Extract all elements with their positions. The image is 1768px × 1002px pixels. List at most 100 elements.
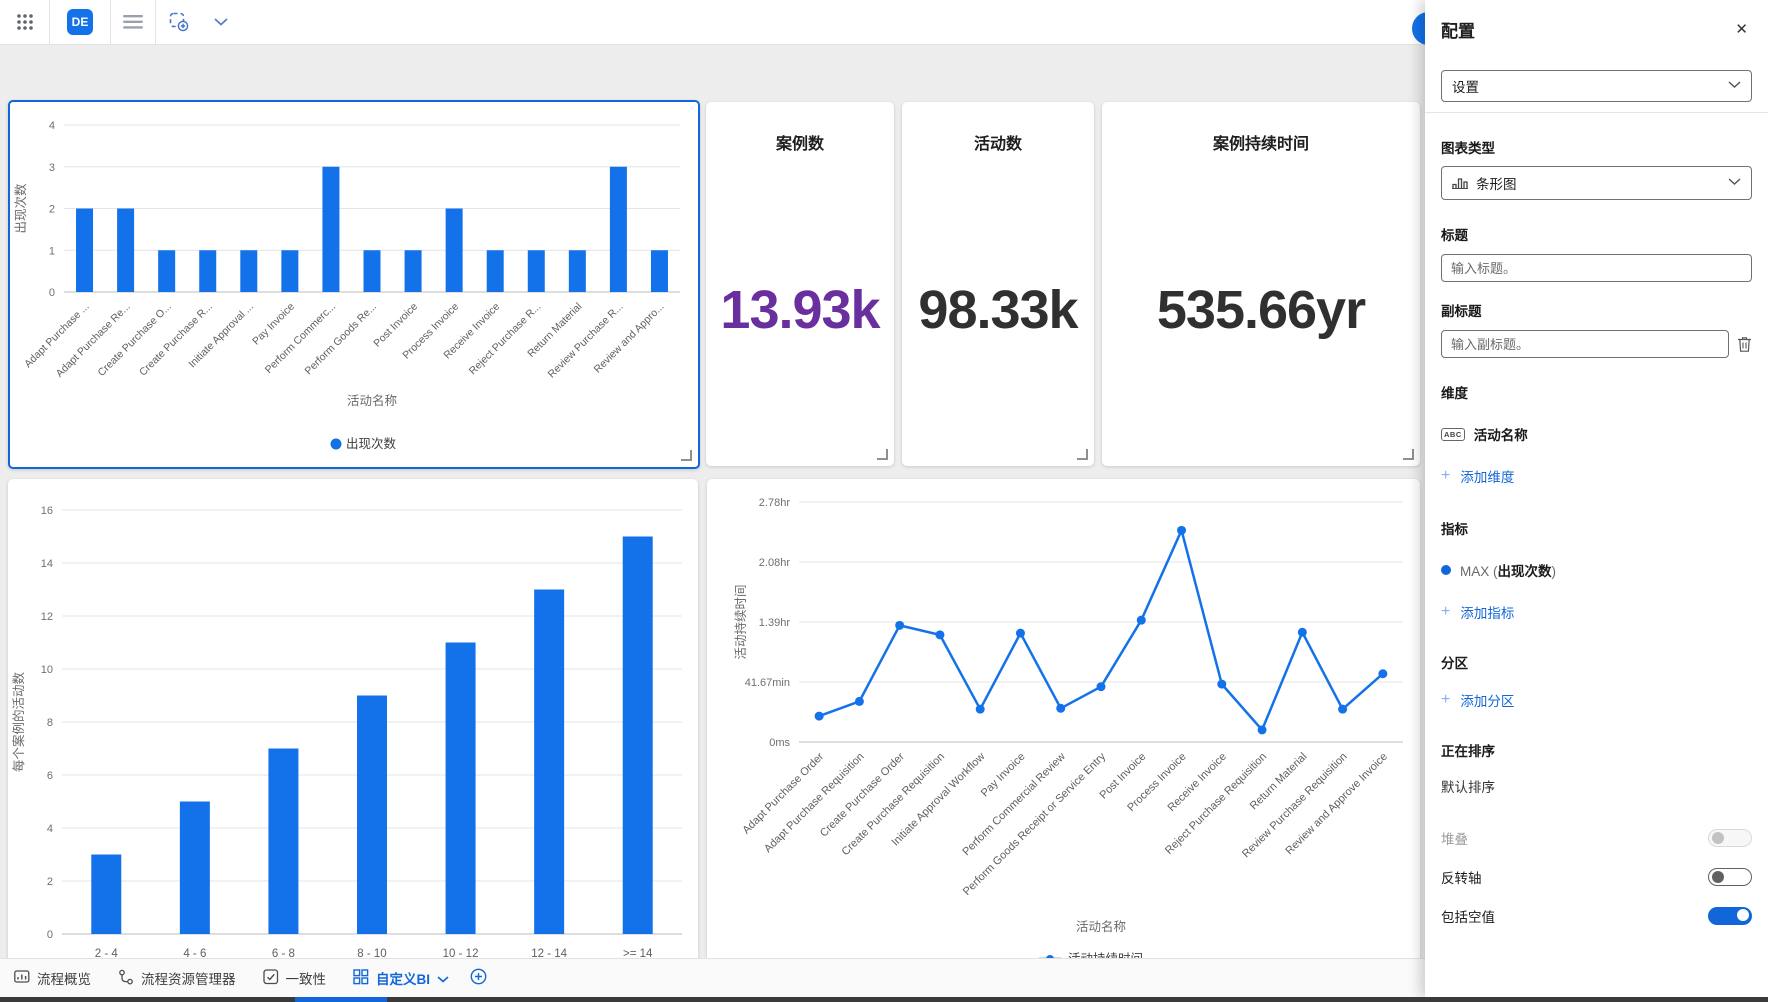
menu-button[interactable]: [111, 0, 155, 44]
chevron-down-icon: [1728, 177, 1741, 189]
bar-chart-card-occurrences[interactable]: 0 1 2 3 4 Adapt Purchase ... Adapt Purchase Re…: [8, 100, 700, 469]
svg-text:41.67min: 41.67min: [745, 677, 790, 689]
trash-icon[interactable]: [1737, 336, 1752, 353]
metric-suffix: ): [1551, 564, 1557, 579]
metric-item[interactable]: MAX (出现次数): [1441, 560, 1752, 580]
chart-type-select[interactable]: 条形图: [1441, 166, 1752, 200]
stacked-toggle[interactable]: [1708, 829, 1752, 847]
plus-icon: +: [1441, 691, 1451, 708]
resize-handle-icon[interactable]: [1403, 449, 1414, 460]
toggle-label: 包括空值: [1441, 910, 1495, 925]
toggle-knob: [1712, 832, 1724, 844]
add-partition-link[interactable]: + 添加分区: [1441, 690, 1752, 710]
app-badge[interactable]: DE: [67, 9, 93, 35]
tab-label: 一致性: [285, 972, 327, 987]
frame-plus-icon: [169, 12, 189, 32]
settings-select[interactable]: 设置: [1441, 70, 1752, 102]
dashboard-canvas: 0 1 2 3 4 Adapt Purchase ... Adapt Purchase Re…: [0, 44, 1425, 999]
add-dimension-link[interactable]: + 添加维度: [1441, 466, 1752, 486]
custom-bi-grid-icon: [353, 968, 369, 988]
text-type-icon: ABC: [1441, 427, 1465, 441]
resize-handle-icon[interactable]: [877, 449, 888, 460]
svg-text:4 - 6: 4 - 6: [183, 948, 206, 960]
resize-handle-icon[interactable]: [1077, 449, 1088, 460]
toggle-row-stacked: 堆叠: [1441, 828, 1752, 848]
apps-grid-button[interactable]: [0, 0, 49, 44]
add-tab-button[interactable]: [470, 968, 487, 988]
panel-title: 配置: [1441, 21, 1475, 41]
kpi-value: 98.33k: [918, 280, 1078, 340]
resize-handle-icon[interactable]: [681, 450, 692, 461]
plus-icon: +: [1441, 603, 1451, 620]
svg-text:Adapt Purchase Order: Adapt Purchase Order: [740, 750, 826, 836]
svg-text:Create Purchase R...: Create Purchase R...: [137, 301, 215, 379]
svg-text:10: 10: [41, 664, 53, 676]
svg-text:2 - 4: 2 - 4: [95, 948, 119, 960]
tab-process-overview[interactable]: 流程概览: [14, 968, 91, 988]
svg-text:12: 12: [41, 611, 53, 623]
sorting-value: 默认排序: [1441, 780, 1495, 795]
line-chart-card-activity-duration[interactable]: 0ms 41.67min 1.39hr 2.08hr 2.78hr Adapt Purch…: [707, 479, 1420, 999]
sorting-label: 正在排序: [1441, 744, 1495, 759]
tab-conformance[interactable]: 一致性: [262, 968, 327, 988]
add-metric-label: 添加指标: [1460, 606, 1515, 621]
close-icon[interactable]: ✕: [1735, 21, 1748, 38]
svg-text:每个案例的活动数: 每个案例的活动数: [11, 672, 26, 773]
toolbar-divider: [110, 0, 111, 44]
svg-text:0ms: 0ms: [769, 737, 790, 749]
title-input[interactable]: [1441, 254, 1752, 282]
process-explorer-icon: [118, 969, 134, 988]
svg-text:Perform Goods Re...: Perform Goods Re...: [303, 301, 380, 378]
toggle-label: 反转轴: [1441, 871, 1482, 886]
toolbar-dropdown-button[interactable]: [202, 0, 240, 44]
dimension-label: 维度: [1441, 386, 1468, 401]
series-color-dot-icon: [1441, 565, 1451, 575]
kpi-card-case-count[interactable]: 案例数 13.93k: [706, 102, 894, 466]
toolbar-divider: [155, 0, 156, 44]
dimension-item[interactable]: ABC 活动名称: [1441, 424, 1752, 444]
kpi-card-case-duration[interactable]: 案例持续时间 535.66yr: [1102, 102, 1420, 466]
svg-text:1.39hr: 1.39hr: [759, 617, 791, 629]
svg-text:>= 14: >= 14: [623, 948, 653, 960]
svg-text:0: 0: [47, 929, 53, 941]
svg-text:Perform Commerc...: Perform Commerc...: [263, 301, 338, 376]
svg-text:0: 0: [49, 287, 55, 299]
kpi-title: 案例数: [775, 136, 824, 153]
add-dimension-label: 添加维度: [1460, 470, 1515, 485]
svg-text:活动名称: 活动名称: [347, 393, 397, 408]
invert-axis-toggle[interactable]: [1708, 868, 1752, 886]
chevron-down-icon: [214, 18, 228, 26]
svg-text:3: 3: [49, 162, 55, 174]
bar-chart-card-activities-per-case[interactable]: 0 2 4 6 8 10 12 14 16 2 - 4 4 - 6 6 - 8 8 - 10 10 - 1…: [8, 479, 698, 999]
svg-text:6 - 8: 6 - 8: [272, 948, 295, 960]
partition-label: 分区: [1441, 656, 1468, 671]
config-panel: 配置 ✕ 设置 图表类型 条形图 标题 副标题: [1425, 0, 1768, 997]
chart-type-value: 条形图: [1476, 177, 1517, 192]
capture-frame-button[interactable]: [156, 0, 202, 44]
kpi-title: 活动数: [973, 136, 1022, 153]
metric-name: 出现次数: [1497, 564, 1552, 579]
tab-process-explorer[interactable]: 流程资源管理器: [118, 968, 236, 988]
svg-text:4: 4: [47, 823, 53, 835]
svg-text:14: 14: [41, 558, 53, 570]
toggle-row-invert-axis: 反转轴: [1441, 867, 1752, 887]
add-metric-link[interactable]: + 添加指标: [1441, 602, 1752, 622]
include-nulls-toggle[interactable]: [1708, 907, 1752, 925]
kpi-card-activity-count[interactable]: 活动数 98.33k: [902, 102, 1094, 466]
tab-custom-bi[interactable]: 自定义BI: [353, 968, 449, 988]
subtitle-input[interactable]: [1441, 330, 1729, 358]
svg-text:Adapt Purchase Re...: Adapt Purchase Re...: [54, 301, 133, 380]
chevron-down-icon: [1728, 80, 1741, 92]
settings-select-value: 设置: [1452, 80, 1479, 95]
chevron-down-icon[interactable]: [437, 971, 449, 986]
divider: [1425, 112, 1768, 113]
metric-label: 指标: [1441, 522, 1468, 537]
dimension-name: 活动名称: [1473, 428, 1528, 443]
process-overview-icon: [14, 969, 30, 987]
svg-text:出现次数: 出现次数: [13, 183, 28, 234]
title-label: 标题: [1441, 228, 1468, 243]
tab-label: 流程资源管理器: [141, 972, 236, 987]
toggle-row-include-nulls: 包括空值: [1441, 906, 1752, 926]
